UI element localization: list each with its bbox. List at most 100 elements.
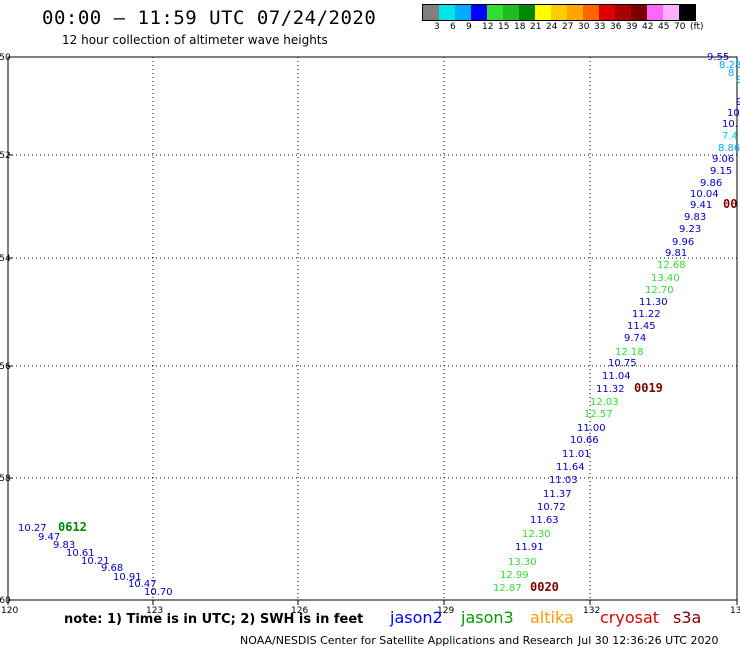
legend-swatch: [679, 5, 695, 20]
swh-observation: 9.74: [624, 333, 646, 344]
swh-observation: 11.91: [515, 542, 544, 553]
swh-observation: 13.40: [651, 273, 680, 284]
legend-label: 33: [594, 22, 606, 32]
swh-observation: 9.15: [710, 166, 732, 177]
legend-label: 12: [482, 22, 494, 32]
legend-label: 6: [450, 22, 456, 32]
legend-label: 24: [546, 22, 558, 32]
satellite-legend-jason2: jason2: [390, 608, 443, 627]
swh-observation: 10.: [722, 119, 738, 130]
longitude-label: 120: [1, 606, 18, 616]
swh-observation: 9.96: [672, 237, 694, 248]
legend-swatch: [503, 5, 519, 20]
swh-observation: 10.75: [608, 358, 637, 369]
swh-observation: 10.72: [537, 502, 566, 513]
swh-observation: 11.04: [602, 371, 631, 382]
legend-swatch: [663, 5, 679, 20]
latitude-label: -58: [0, 474, 11, 484]
latitude-label: -56: [0, 362, 11, 372]
legend-swatch: [551, 5, 567, 20]
legend-label: 39: [626, 22, 638, 32]
legend-label: 9: [466, 22, 472, 32]
swh-observation: 11.22: [632, 309, 661, 320]
swh-observation: 9.83: [53, 540, 75, 551]
credit-line: NOAA/NESDIS Center for Satellite Applica…: [240, 634, 574, 647]
longitude-label: 129: [437, 606, 454, 616]
swh-observation: 12.99: [500, 570, 529, 581]
satellite-legend-jason3: jason3: [461, 608, 514, 627]
swh-observation: 11.30: [639, 297, 668, 308]
swh-observation: 9.47: [38, 532, 60, 543]
swh-observation: 12.18: [615, 347, 644, 358]
legend-swatch: [631, 5, 647, 20]
satellite-legend-altika: altika: [530, 608, 574, 627]
legend-label: 42: [642, 22, 654, 32]
swh-observation: 12.30: [522, 529, 551, 540]
legend-label: 18: [514, 22, 526, 32]
swh-observation: 11.63: [530, 515, 559, 526]
swh-observation: 8: [728, 68, 734, 79]
swh-observation: 8.: [736, 75, 740, 86]
legend-label: 15: [498, 22, 510, 32]
map-subtitle: 12 hour collection of altimeter wave hei…: [62, 33, 328, 47]
legend-label: 27: [562, 22, 574, 32]
legend-label: 45: [658, 22, 670, 32]
swh-observation: 11.01: [562, 449, 591, 460]
swh-observation: 9.83: [684, 212, 706, 223]
satellite-legend-cryosat: cryosat: [600, 608, 660, 627]
latitude-label: -50: [0, 53, 11, 63]
latitude-label: -54: [0, 254, 11, 264]
swh-observation: 11.45: [627, 321, 656, 332]
legend-swatch: [471, 5, 487, 20]
legend-swatch: [487, 5, 503, 20]
swh-observation: 9: [736, 97, 740, 108]
legend-label: 70: [674, 22, 686, 32]
pass-time-label: 00: [723, 197, 737, 211]
longitude-label: 132: [583, 606, 600, 616]
map-frame: [7, 56, 738, 601]
legend-label: 3: [434, 22, 440, 32]
swh-observation: 9.55: [707, 52, 729, 63]
footer-note: note: 1) Time is in UTC; 2) SWH is in fe…: [64, 612, 364, 627]
swh-observation: 11.03: [549, 475, 578, 486]
legend-label: 30: [578, 22, 590, 32]
swh-observation: 10.70: [144, 587, 173, 598]
legend-swatch: [439, 5, 455, 20]
swh-observation: 9.41: [690, 200, 712, 211]
legend-label: 36: [610, 22, 622, 32]
swh-observation: 11.37: [543, 489, 572, 500]
pass-time-label: 0019: [634, 381, 663, 395]
swh-observation: 9.68: [101, 563, 123, 574]
swh-observation: 10.91: [113, 572, 142, 583]
latitude-label: -52: [0, 151, 11, 161]
legend-label: (ft): [690, 22, 704, 32]
generation-timestamp: Jul 30 12:36:26 UTC 2020: [578, 634, 719, 647]
swh-observation: 10.61: [66, 548, 95, 559]
pass-time-label: 0612: [58, 520, 87, 534]
legend-swatch: [615, 5, 631, 20]
satellite-legend-s3a: s3a: [673, 608, 702, 627]
legend-swatch: [567, 5, 583, 20]
legend-swatch: [519, 5, 535, 20]
legend-label: 21: [530, 22, 542, 32]
map-title: 00:00 – 11:59 UTC 07/24/2020: [42, 7, 377, 29]
latitude-label: -60: [0, 596, 11, 606]
swh-observation: 12.68: [657, 260, 686, 271]
legend-swatch: [647, 5, 663, 20]
swh-observation: 11.32: [596, 384, 625, 395]
swh-observation: 12.87: [493, 583, 522, 594]
swh-observation: 9.06: [712, 154, 734, 165]
swh-observation: 10.66: [570, 435, 599, 446]
longitude-label: 135: [730, 606, 740, 616]
swh-observation: 10.21: [81, 556, 110, 567]
swh-observation: 12.70: [645, 285, 674, 296]
swh-observation: 12.03: [590, 397, 619, 408]
swh-observation: 8.28: [719, 60, 740, 71]
legend-swatch: [455, 5, 471, 20]
swh-observation: 10.27: [18, 523, 47, 534]
legend-swatch: [599, 5, 615, 20]
longitude-label: 126: [291, 606, 308, 616]
swh-observation: 13.30: [508, 557, 537, 568]
swh-observation: 11.64: [556, 462, 585, 473]
